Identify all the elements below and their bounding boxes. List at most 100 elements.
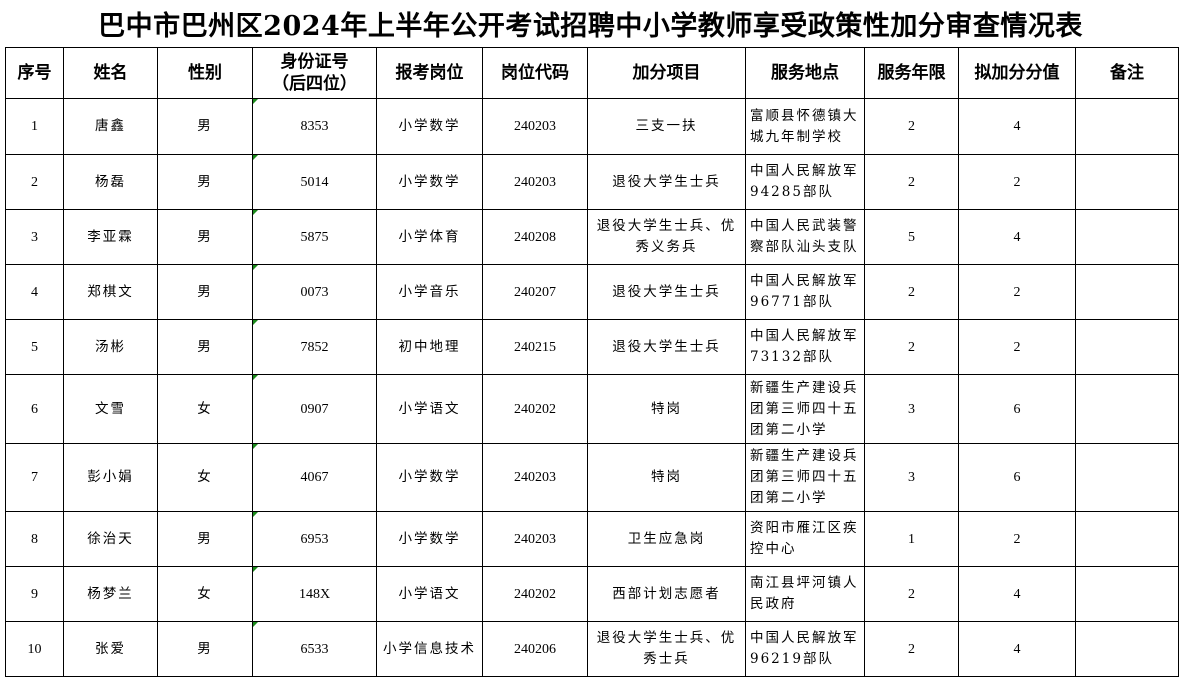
- cell-name[interactable]: 唐鑫: [63, 98, 158, 155]
- header-points[interactable]: 拟加分分值: [958, 47, 1076, 99]
- cell-place[interactable]: 南江县坪河镇人民政府: [745, 566, 865, 622]
- cell-code[interactable]: 240206: [482, 621, 588, 677]
- cell-post[interactable]: 小学数学: [376, 511, 483, 567]
- header-code[interactable]: 岗位代码: [482, 47, 588, 99]
- cell-place[interactable]: 新疆生产建设兵团第三师四十五团第二小学: [745, 374, 865, 444]
- cell-years[interactable]: 1: [864, 511, 959, 567]
- cell-points[interactable]: 2: [958, 511, 1076, 567]
- cell-points[interactable]: 4: [958, 209, 1076, 265]
- cell-years[interactable]: 5: [864, 209, 959, 265]
- cell-item[interactable]: 卫生应急岗: [587, 511, 746, 567]
- cell-note[interactable]: [1075, 98, 1179, 155]
- cell-post[interactable]: 小学信息技术: [376, 621, 483, 677]
- cell-post[interactable]: 小学语文: [376, 566, 483, 622]
- cell-years[interactable]: 3: [864, 374, 959, 444]
- cell-id[interactable]: 0073: [252, 264, 377, 320]
- cell-gender[interactable]: 男: [157, 98, 253, 155]
- cell-id[interactable]: 5875: [252, 209, 377, 265]
- cell-gender[interactable]: 女: [157, 374, 253, 444]
- cell-years[interactable]: 2: [864, 621, 959, 677]
- cell-post[interactable]: 小学语文: [376, 374, 483, 444]
- cell-no[interactable]: 5: [5, 319, 64, 375]
- cell-no[interactable]: 1: [5, 98, 64, 155]
- cell-years[interactable]: 2: [864, 264, 959, 320]
- cell-no[interactable]: 6: [5, 374, 64, 444]
- cell-post[interactable]: 小学数学: [376, 98, 483, 155]
- cell-id[interactable]: 8353: [252, 98, 377, 155]
- cell-gender[interactable]: 男: [157, 511, 253, 567]
- cell-gender[interactable]: 女: [157, 566, 253, 622]
- cell-points[interactable]: 2: [958, 264, 1076, 320]
- cell-points[interactable]: 4: [958, 98, 1076, 155]
- cell-years[interactable]: 2: [864, 319, 959, 375]
- cell-place[interactable]: 资阳市雁江区疾控中心: [745, 511, 865, 567]
- cell-note[interactable]: [1075, 319, 1179, 375]
- cell-item[interactable]: 特岗: [587, 374, 746, 444]
- header-name[interactable]: 姓名: [63, 47, 158, 99]
- cell-no[interactable]: 8: [5, 511, 64, 567]
- cell-points[interactable]: 2: [958, 319, 1076, 375]
- cell-points[interactable]: 4: [958, 566, 1076, 622]
- cell-place[interactable]: 中国人民解放军96771部队: [745, 264, 865, 320]
- cell-no[interactable]: 4: [5, 264, 64, 320]
- cell-note[interactable]: [1075, 621, 1179, 677]
- cell-item[interactable]: 退役大学生士兵、优秀义务兵: [587, 209, 746, 265]
- header-id[interactable]: 身份证号 （后四位）: [252, 47, 377, 99]
- cell-place[interactable]: 中国人民解放军96219部队: [745, 621, 865, 677]
- cell-name[interactable]: 杨梦兰: [63, 566, 158, 622]
- cell-gender[interactable]: 男: [157, 264, 253, 320]
- cell-code[interactable]: 240203: [482, 511, 588, 567]
- cell-item[interactable]: 三支一扶: [587, 98, 746, 155]
- cell-name[interactable]: 徐治天: [63, 511, 158, 567]
- cell-points[interactable]: 4: [958, 621, 1076, 677]
- cell-note[interactable]: [1075, 264, 1179, 320]
- cell-no[interactable]: 10: [5, 621, 64, 677]
- cell-gender[interactable]: 男: [157, 621, 253, 677]
- cell-name[interactable]: 汤彬: [63, 319, 158, 375]
- cell-gender[interactable]: 男: [157, 319, 253, 375]
- cell-name[interactable]: 文雪: [63, 374, 158, 444]
- cell-place[interactable]: 中国人民解放军94285部队: [745, 154, 865, 210]
- cell-note[interactable]: [1075, 154, 1179, 210]
- cell-points[interactable]: 6: [958, 443, 1076, 512]
- cell-note[interactable]: [1075, 443, 1179, 512]
- cell-no[interactable]: 9: [5, 566, 64, 622]
- cell-years[interactable]: 2: [864, 154, 959, 210]
- cell-no[interactable]: 7: [5, 443, 64, 512]
- cell-item[interactable]: 退役大学生士兵: [587, 319, 746, 375]
- header-item[interactable]: 加分项目: [587, 47, 746, 99]
- header-gender[interactable]: 性别: [157, 47, 253, 99]
- cell-gender[interactable]: 女: [157, 443, 253, 512]
- cell-item[interactable]: 特岗: [587, 443, 746, 512]
- cell-points[interactable]: 6: [958, 374, 1076, 444]
- cell-name[interactable]: 彭小娟: [63, 443, 158, 512]
- cell-years[interactable]: 2: [864, 566, 959, 622]
- cell-id[interactable]: 4067: [252, 443, 377, 512]
- cell-place[interactable]: 新疆生产建设兵团第三师四十五团第二小学: [745, 443, 865, 512]
- cell-code[interactable]: 240203: [482, 154, 588, 210]
- cell-code[interactable]: 240215: [482, 319, 588, 375]
- cell-code[interactable]: 240208: [482, 209, 588, 265]
- cell-post[interactable]: 初中地理: [376, 319, 483, 375]
- cell-post[interactable]: 小学数学: [376, 154, 483, 210]
- cell-name[interactable]: 杨磊: [63, 154, 158, 210]
- cell-post[interactable]: 小学体育: [376, 209, 483, 265]
- cell-note[interactable]: [1075, 374, 1179, 444]
- cell-name[interactable]: 张爱: [63, 621, 158, 677]
- cell-code[interactable]: 240203: [482, 443, 588, 512]
- cell-place[interactable]: 中国人民解放军73132部队: [745, 319, 865, 375]
- cell-id[interactable]: 5014: [252, 154, 377, 210]
- cell-item[interactable]: 退役大学生士兵: [587, 154, 746, 210]
- cell-code[interactable]: 240202: [482, 566, 588, 622]
- header-post[interactable]: 报考岗位: [376, 47, 483, 99]
- cell-id[interactable]: 6953: [252, 511, 377, 567]
- cell-place[interactable]: 富顺县怀德镇大城九年制学校: [745, 98, 865, 155]
- header-note[interactable]: 备注: [1075, 47, 1179, 99]
- cell-note[interactable]: [1075, 566, 1179, 622]
- header-place[interactable]: 服务地点: [745, 47, 865, 99]
- cell-id[interactable]: 148X: [252, 566, 377, 622]
- cell-no[interactable]: 3: [5, 209, 64, 265]
- cell-note[interactable]: [1075, 511, 1179, 567]
- cell-no[interactable]: 2: [5, 154, 64, 210]
- cell-note[interactable]: [1075, 209, 1179, 265]
